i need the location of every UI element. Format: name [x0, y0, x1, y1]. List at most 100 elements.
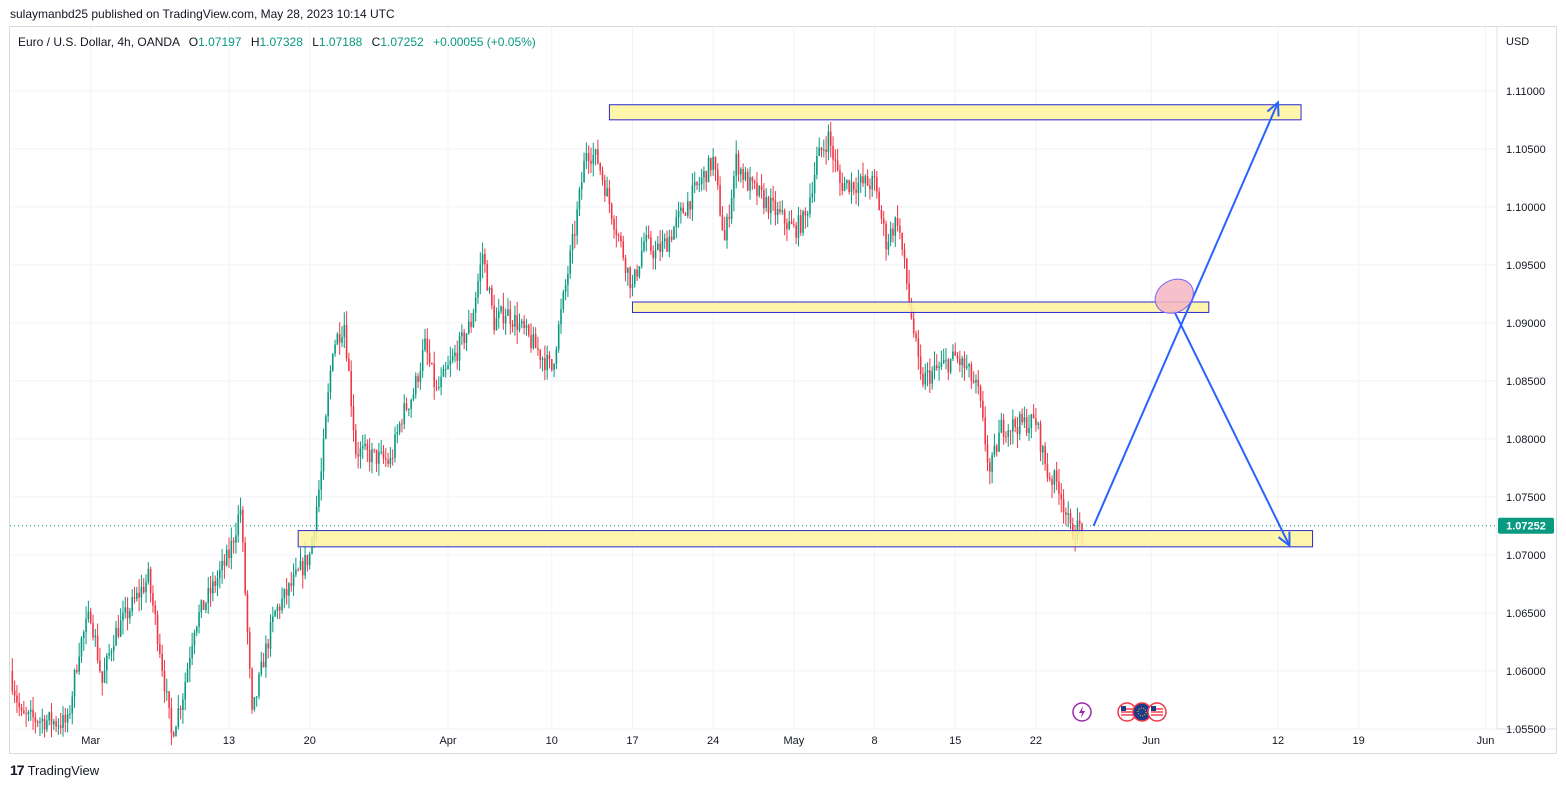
candle — [101, 671, 104, 696]
candle-body — [202, 600, 205, 610]
candle — [325, 413, 327, 440]
candle-body — [479, 264, 482, 282]
x-tick-label: Apr — [439, 735, 456, 747]
candle — [511, 319, 514, 333]
lightning-icon[interactable] — [1072, 702, 1092, 722]
candle — [433, 351, 435, 400]
candle — [933, 351, 936, 380]
candle — [1069, 508, 1072, 530]
candle — [537, 336, 539, 356]
candle-body — [682, 207, 684, 214]
candle — [965, 354, 968, 370]
candle-body — [869, 185, 871, 190]
grid-lines — [10, 27, 1556, 730]
candle — [193, 629, 196, 655]
candle — [290, 571, 293, 592]
candle-body — [177, 708, 180, 727]
candle-body — [403, 403, 406, 424]
candle — [119, 608, 122, 638]
candle — [115, 620, 117, 646]
candle-body — [578, 189, 581, 210]
candle-body — [133, 597, 136, 599]
candle-body — [954, 351, 957, 356]
candle-body — [518, 323, 521, 331]
candle-body — [880, 210, 883, 219]
candle-body — [746, 171, 749, 191]
candle — [749, 167, 751, 200]
candle-body — [465, 333, 468, 344]
x-tick-label: 8 — [871, 735, 877, 747]
candle — [645, 225, 648, 252]
candle-body — [1048, 477, 1051, 480]
candle-body — [112, 645, 115, 652]
us-flag-icon[interactable] — [1147, 702, 1167, 722]
candle-body — [940, 363, 943, 367]
candle-body — [823, 149, 825, 151]
candle-body — [103, 670, 106, 683]
candle-body — [972, 380, 975, 383]
candle-body — [622, 241, 625, 259]
close-value: 1.07252 — [380, 35, 424, 49]
event-icons[interactable] — [1072, 702, 1167, 722]
candle — [908, 269, 910, 307]
candle-body — [209, 587, 212, 594]
candle — [855, 177, 857, 205]
candle — [859, 173, 862, 193]
candle-body — [675, 217, 678, 228]
candle — [368, 438, 371, 472]
candle-body — [569, 250, 572, 274]
candle — [59, 712, 62, 735]
x-tick-label: 22 — [1030, 735, 1042, 747]
candle-body — [993, 445, 996, 455]
candle — [396, 424, 399, 444]
candle-body — [836, 160, 839, 171]
candle — [795, 222, 797, 245]
candle-body — [825, 149, 827, 153]
candle — [89, 607, 92, 625]
candle-body — [544, 358, 546, 371]
candle-body — [405, 403, 408, 410]
candle — [27, 710, 30, 722]
candle-body — [647, 235, 650, 238]
candle-body — [852, 182, 855, 190]
candle-body — [322, 438, 325, 472]
candle — [740, 167, 742, 183]
candle — [479, 252, 482, 295]
footer-brand[interactable]: 17 TradingView — [10, 762, 99, 778]
candle — [783, 208, 786, 236]
candle-body — [1025, 417, 1028, 433]
candle-body — [908, 283, 910, 301]
candle-body — [451, 356, 454, 361]
candle — [696, 181, 698, 191]
candle-body — [657, 243, 659, 251]
candle — [391, 449, 394, 466]
candle — [57, 718, 60, 735]
candle — [237, 505, 240, 543]
candle — [438, 376, 440, 391]
candle — [410, 398, 412, 418]
candle — [901, 232, 903, 256]
candle — [283, 588, 286, 609]
candle-body — [230, 540, 233, 559]
candle-body — [345, 324, 348, 359]
candle-body — [809, 197, 811, 214]
candle-body — [295, 569, 297, 575]
candle-body — [1032, 414, 1035, 419]
candle-body — [253, 697, 256, 710]
candle — [534, 327, 537, 349]
candle-body — [281, 598, 283, 611]
candle-body — [620, 235, 622, 242]
candle-body — [601, 170, 604, 181]
candle — [165, 678, 168, 701]
candle — [723, 216, 726, 241]
candle-body — [537, 348, 539, 350]
candle — [730, 189, 733, 224]
candle-body — [198, 612, 200, 627]
candle — [170, 697, 173, 746]
candle — [55, 716, 57, 733]
candle — [269, 614, 272, 657]
candle — [221, 549, 223, 584]
candle — [481, 242, 484, 279]
candle — [352, 394, 355, 442]
